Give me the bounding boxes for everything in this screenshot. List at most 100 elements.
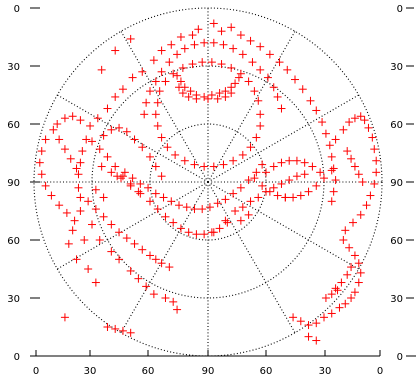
data-point: [80, 236, 89, 244]
data-point: [234, 73, 243, 82]
data-point: [190, 40, 199, 49]
data-point: [289, 193, 298, 202]
data-point: [60, 313, 69, 322]
data-point: [130, 135, 139, 144]
data-point: [312, 336, 321, 345]
data-point: [347, 263, 356, 272]
data-point: [360, 116, 369, 125]
data-point: [130, 239, 139, 248]
data-point: [275, 58, 284, 67]
data-point: [70, 216, 79, 225]
data-point: [136, 189, 145, 198]
data-point: [151, 255, 160, 264]
data-point: [238, 150, 247, 159]
data-point: [254, 193, 263, 202]
data-point: [146, 87, 154, 96]
data-point: [327, 166, 336, 175]
data-point: [167, 40, 176, 49]
data-point: [350, 251, 359, 260]
data-point: [111, 46, 120, 55]
data-point: [115, 255, 124, 264]
data-point: [262, 168, 270, 177]
data-point: [219, 40, 228, 49]
data-point: [171, 150, 180, 159]
data-point: [157, 46, 166, 55]
data-point: [298, 85, 307, 94]
data-point: [76, 158, 85, 167]
data-point: [331, 176, 340, 185]
data-point: [327, 197, 336, 206]
data-point: [296, 317, 305, 326]
data-point: [95, 236, 104, 244]
data-point: [157, 67, 166, 76]
data-point: [128, 73, 137, 82]
data-point: [304, 321, 313, 330]
data-point: [91, 185, 100, 194]
data-point: [117, 174, 125, 183]
data-point: [188, 60, 197, 69]
data-point: [269, 183, 278, 192]
y-tick-label-right: 30: [390, 62, 403, 73]
data-point: [343, 147, 352, 156]
data-point: [153, 98, 162, 107]
data-point: [194, 25, 203, 34]
data-point: [68, 226, 77, 235]
data-point: [236, 183, 245, 192]
data-point: [256, 65, 265, 74]
data-point: [316, 168, 325, 177]
data-point: [151, 110, 160, 119]
data-point: [169, 218, 178, 227]
data-point: [372, 156, 381, 165]
data-point: [333, 286, 342, 295]
data-point: [200, 230, 209, 239]
data-point: [161, 294, 170, 302]
data-point: [200, 38, 209, 47]
data-point: [55, 135, 64, 144]
y-tick-label-right: 60: [390, 120, 403, 131]
data-point: [204, 94, 212, 103]
data-point: [304, 332, 313, 341]
data-point: [205, 203, 214, 212]
data-point: [312, 106, 321, 115]
data-point: [134, 187, 143, 196]
y-tick-label-right: 0: [397, 352, 403, 363]
data-point: [312, 319, 321, 328]
data-point: [84, 197, 93, 206]
data-point: [126, 34, 135, 43]
data-point: [200, 162, 209, 171]
grid-spoke-60: [207, 31, 296, 183]
data-point: [126, 328, 135, 337]
data-point: [128, 174, 137, 183]
data-point: [157, 259, 166, 268]
data-point: [159, 193, 168, 202]
data-point: [173, 305, 182, 314]
data-point: [198, 58, 207, 67]
data-point: [227, 63, 236, 72]
data-point: [331, 284, 340, 293]
data-point: [74, 183, 83, 192]
data-point: [354, 170, 363, 179]
data-point: [366, 191, 375, 200]
data-point: [200, 92, 209, 101]
data-point: [312, 181, 321, 190]
data-point: [146, 251, 154, 260]
data-point: [244, 77, 253, 86]
data-point: [308, 162, 317, 171]
data-point: [178, 63, 187, 72]
y-tick-label-left: 60: [7, 120, 20, 131]
data-point: [345, 118, 354, 127]
data-point: [321, 294, 330, 302]
data-point: [60, 145, 69, 154]
data-point: [252, 133, 261, 142]
data-points: [35, 19, 381, 345]
data-point: [151, 162, 160, 171]
data-point: [231, 207, 240, 215]
x-tick-label: 90: [202, 366, 215, 377]
data-point: [343, 270, 352, 279]
grid-spoke-300: [207, 181, 296, 333]
data-point: [231, 79, 240, 88]
data-point: [35, 158, 44, 167]
x-tick-label: 30: [319, 366, 332, 377]
data-point: [350, 162, 359, 171]
grid-spoke-330: [207, 181, 359, 270]
